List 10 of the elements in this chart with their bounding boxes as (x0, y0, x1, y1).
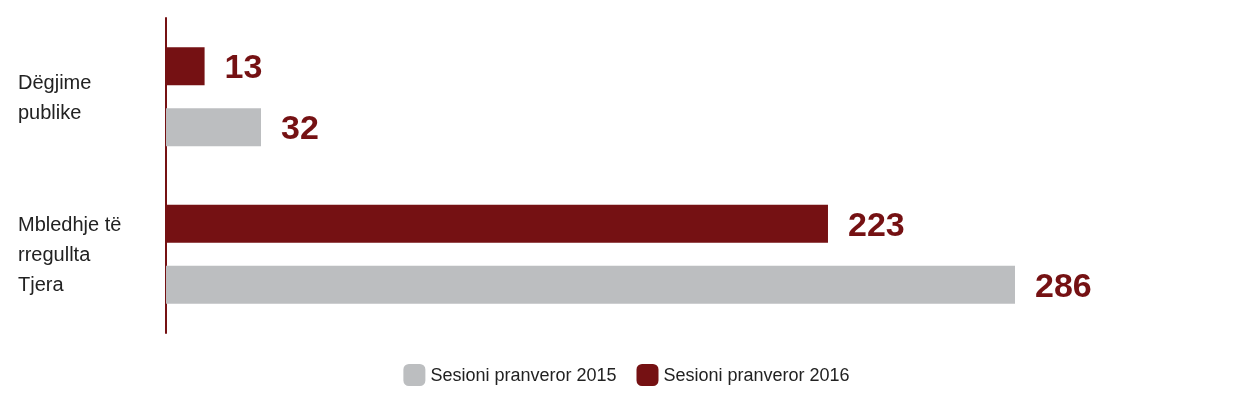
data-label: 32 (280, 108, 319, 147)
legend-label: Sesioni pranveror 2015 (430, 365, 617, 385)
data-label: 286 (1035, 265, 1092, 304)
data-label: 223 (847, 204, 905, 243)
y-tick-label: Dëgjime publike (18, 70, 97, 123)
bar (166, 265, 1015, 304)
legend-label: Sesioni pranveror 2016 (663, 365, 850, 385)
y-tick-label: Mbledhje të rregullta Tjera (18, 213, 127, 296)
data-label: 13 (224, 47, 263, 86)
bar (166, 108, 261, 147)
